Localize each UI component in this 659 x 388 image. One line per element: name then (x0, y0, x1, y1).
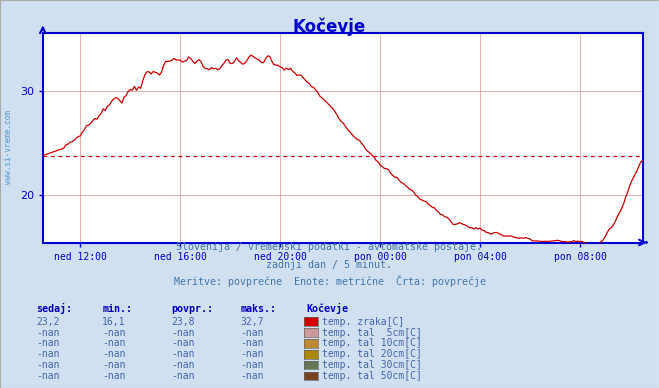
Text: Meritve: povprečne  Enote: metrične  Črta: povprečje: Meritve: povprečne Enote: metrične Črta:… (173, 275, 486, 287)
Text: 32,7: 32,7 (241, 317, 264, 327)
Text: -nan: -nan (36, 349, 60, 359)
Text: sedaj:: sedaj: (36, 303, 72, 314)
Text: -nan: -nan (36, 327, 60, 338)
Text: -nan: -nan (171, 360, 195, 370)
Text: -nan: -nan (102, 360, 126, 370)
Text: zadnji dan / 5 minut.: zadnji dan / 5 minut. (266, 260, 393, 270)
Text: 23,8: 23,8 (171, 317, 195, 327)
Text: temp. tal 20cm[C]: temp. tal 20cm[C] (322, 349, 422, 359)
Text: www.si-vreme.com: www.si-vreme.com (4, 111, 13, 184)
Text: temp. tal 10cm[C]: temp. tal 10cm[C] (322, 338, 422, 348)
Text: maks.:: maks.: (241, 304, 277, 314)
Text: -nan: -nan (102, 338, 126, 348)
Text: Kočevje: Kočevje (306, 303, 349, 314)
Text: temp. zraka[C]: temp. zraka[C] (322, 317, 404, 327)
Text: povpr.:: povpr.: (171, 304, 214, 314)
Text: -nan: -nan (241, 327, 264, 338)
Text: 23,2: 23,2 (36, 317, 60, 327)
Text: -nan: -nan (241, 349, 264, 359)
Text: -nan: -nan (171, 327, 195, 338)
Text: -nan: -nan (102, 349, 126, 359)
Text: temp. tal 30cm[C]: temp. tal 30cm[C] (322, 360, 422, 370)
Text: -nan: -nan (171, 349, 195, 359)
Text: -nan: -nan (102, 371, 126, 381)
Text: -nan: -nan (241, 360, 264, 370)
Text: -nan: -nan (241, 371, 264, 381)
Text: temp. tal 50cm[C]: temp. tal 50cm[C] (322, 371, 422, 381)
Text: -nan: -nan (171, 371, 195, 381)
Text: Kočevje: Kočevje (293, 17, 366, 36)
Text: min.:: min.: (102, 304, 132, 314)
Text: -nan: -nan (241, 338, 264, 348)
Text: -nan: -nan (102, 327, 126, 338)
Text: -nan: -nan (36, 338, 60, 348)
Text: -nan: -nan (171, 338, 195, 348)
Text: 16,1: 16,1 (102, 317, 126, 327)
Text: Slovenija / vremenski podatki - avtomatske postaje.: Slovenija / vremenski podatki - avtomats… (177, 242, 482, 252)
Text: -nan: -nan (36, 360, 60, 370)
Text: -nan: -nan (36, 371, 60, 381)
Text: temp. tal  5cm[C]: temp. tal 5cm[C] (322, 327, 422, 338)
